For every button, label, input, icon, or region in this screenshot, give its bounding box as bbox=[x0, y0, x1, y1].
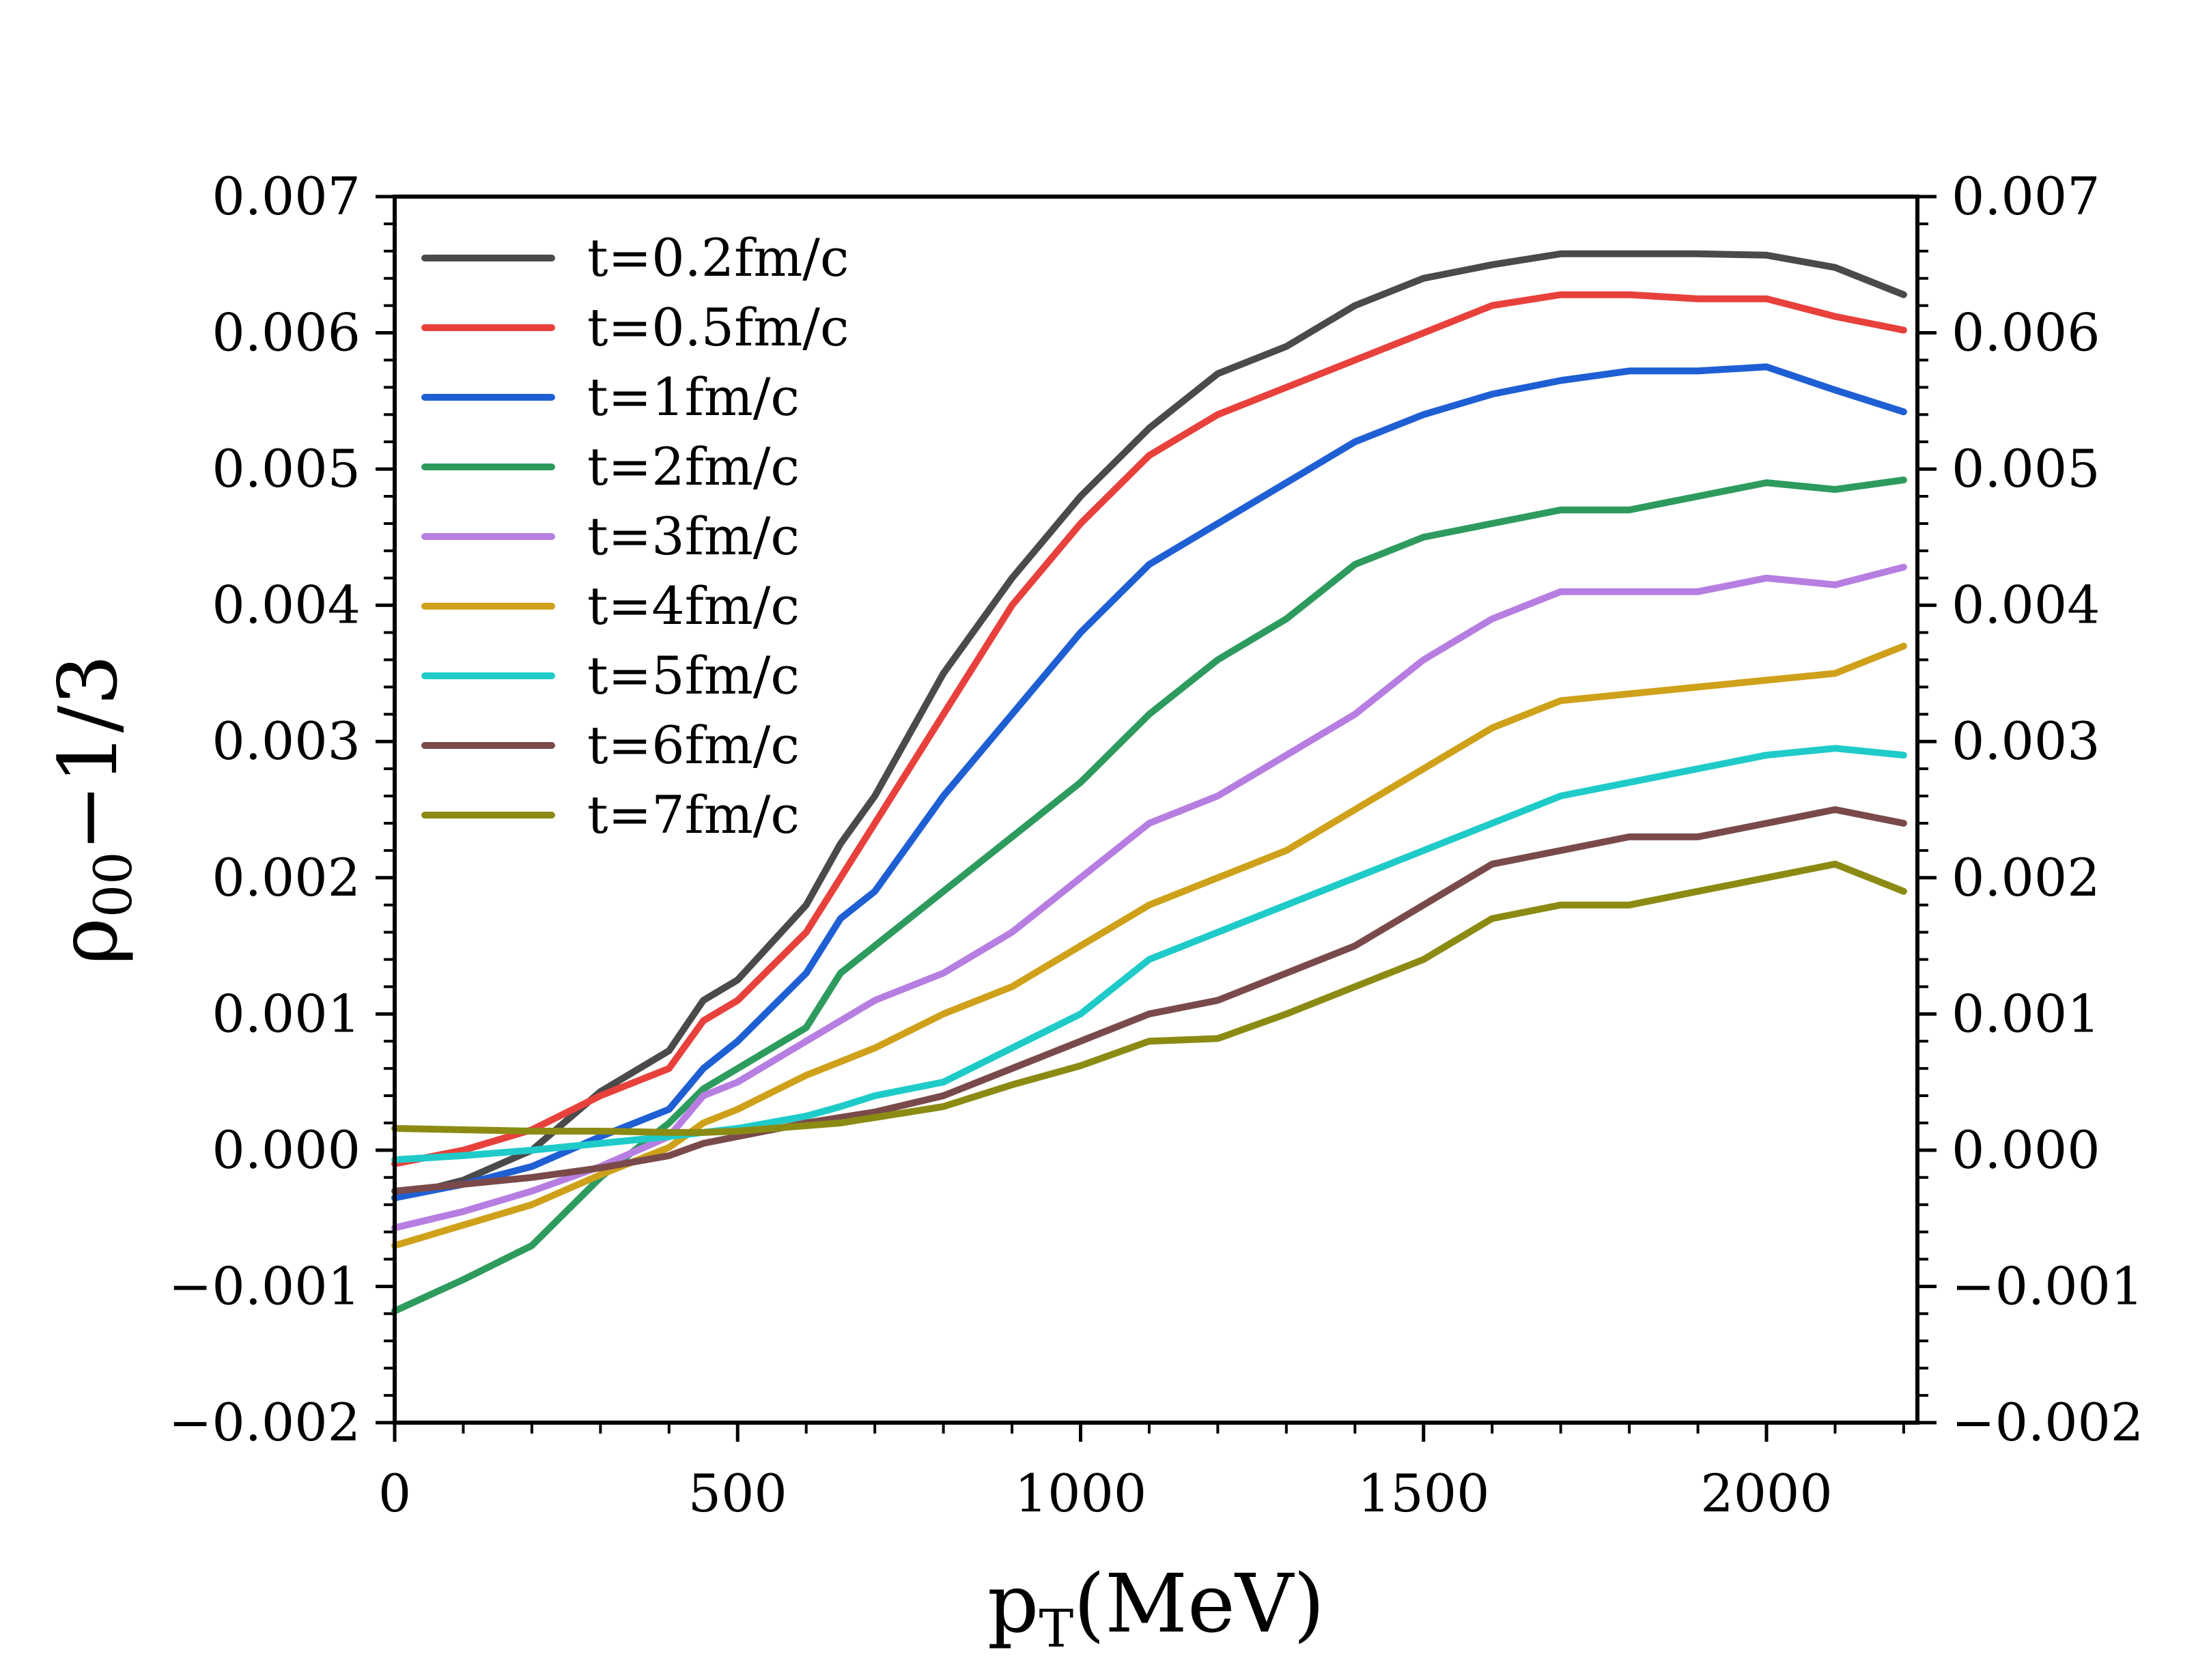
x-axis-label-unit: (MeV) bbox=[1073, 1556, 1325, 1651]
y-tick-label-right: 0.001 bbox=[1952, 983, 2100, 1044]
x-tick-label: 1000 bbox=[1015, 1463, 1146, 1524]
series-line-t-6fm-c bbox=[391, 806, 1907, 1195]
legend-label: t=1fm/c bbox=[587, 367, 800, 427]
legend-label: t=2fm/c bbox=[587, 436, 800, 497]
y-tick-label-left: 0.001 bbox=[212, 983, 361, 1044]
y-tick-label-left: −0.001 bbox=[169, 1255, 361, 1316]
y-tick-label-right: 0.004 bbox=[1952, 575, 2100, 636]
y-tick-label-left: 0.002 bbox=[212, 847, 361, 908]
tick-label-layer: 0 500 1000 1500 2000 −0.002 −0.002 −0.001 −0.001… bbox=[169, 166, 2144, 1524]
y-tick-label-right: 0.003 bbox=[1952, 711, 2100, 771]
y-tick-label-left: 0.000 bbox=[212, 1120, 361, 1180]
y-tick-label-left: −0.002 bbox=[169, 1392, 361, 1453]
series-line-t-7fm-c bbox=[391, 860, 1907, 1136]
x-axis-label: pT(MeV) bbox=[987, 1556, 1325, 1659]
x-tick-label: 0 bbox=[378, 1463, 411, 1524]
y-axis-label-main: ρ bbox=[41, 917, 135, 965]
series-line-t-4fm-c bbox=[391, 642, 1907, 1249]
y-tick-label-left: 0.003 bbox=[212, 711, 361, 771]
series-line-t-5fm-c bbox=[391, 745, 1907, 1163]
legend-label: t=3fm/c bbox=[587, 506, 800, 567]
y-tick-label-right: 0.000 bbox=[1952, 1120, 2100, 1180]
series-line-t-0-5fm-c bbox=[391, 291, 1907, 1167]
y-tick-label-right: −0.002 bbox=[1952, 1392, 2143, 1453]
y-tick-label-left: 0.007 bbox=[212, 166, 361, 227]
legend-label: t=7fm/c bbox=[587, 784, 800, 845]
y-axis-label-rest: −1/3 bbox=[41, 655, 135, 852]
x-tick-label: 2000 bbox=[1700, 1463, 1832, 1524]
series-layer bbox=[391, 250, 1907, 1315]
legend-label: t=5fm/c bbox=[587, 645, 800, 706]
legend-label: t=4fm/c bbox=[587, 575, 800, 636]
y-tick-label-right: 0.007 bbox=[1952, 166, 2100, 227]
plot-frame bbox=[393, 195, 1919, 1425]
y-tick-label-left: 0.005 bbox=[212, 438, 361, 499]
y-tick-label-right: 0.006 bbox=[1952, 302, 2100, 363]
y-tick-label-right: 0.005 bbox=[1952, 438, 2100, 499]
y-tick-label-left: 0.004 bbox=[212, 575, 361, 636]
y-axis-label-sub: 00 bbox=[83, 851, 143, 917]
y-tick-label-right: 0.002 bbox=[1952, 847, 2100, 908]
x-tick-label: 1500 bbox=[1357, 1463, 1489, 1524]
y-axis-label: ρ00−1/3 bbox=[41, 655, 143, 965]
x-tick-label: 500 bbox=[688, 1463, 787, 1524]
series-line-t-1fm-c bbox=[391, 363, 1907, 1201]
y-tick-label-right: −0.001 bbox=[1952, 1255, 2143, 1316]
x-axis-label-sub: T bbox=[1039, 1598, 1073, 1659]
series-line-t-0-2fm-c bbox=[391, 250, 1907, 1201]
series-line-t-2fm-c bbox=[391, 476, 1907, 1315]
legend-label: t=0.5fm/c bbox=[587, 297, 849, 358]
y-tick-label-left: 0.006 bbox=[212, 302, 361, 363]
legend-label: t=0.2fm/c bbox=[587, 227, 849, 288]
legend-label: t=6fm/c bbox=[587, 715, 800, 775]
legend: t=0.2fm/c t=0.5fm/c t=1fm/c t=2fm/c t=3fm/c t… bbox=[421, 227, 849, 845]
x-axis-label-main: p bbox=[987, 1556, 1039, 1651]
